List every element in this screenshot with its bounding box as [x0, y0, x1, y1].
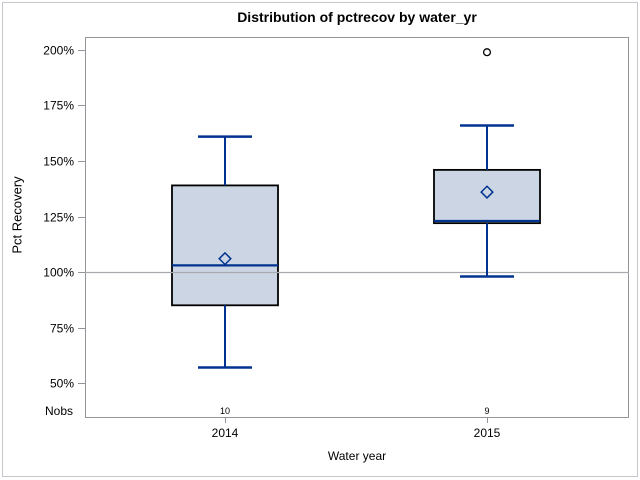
y-tick-label: 200% — [43, 44, 74, 58]
box-2014 — [171, 184, 279, 307]
y-tick-label: 175% — [43, 99, 74, 113]
y-tick-label: 75% — [50, 322, 74, 336]
box-2015 — [433, 168, 541, 225]
y-tick-label: 100% — [43, 266, 74, 280]
nobs-value-2015: 9 — [484, 406, 489, 416]
x-axis-label: Water year — [327, 449, 387, 463]
nobs-row-label: Nobs — [44, 404, 73, 418]
y-tick-label: 50% — [50, 377, 74, 391]
mean-diamond-2014 — [218, 251, 232, 266]
mean-diamond-2015 — [480, 185, 494, 199]
y-tick-label: 125% — [43, 211, 74, 225]
x-tick-label-2014: 2014 — [212, 426, 239, 440]
outlier-marker-2015 — [482, 48, 492, 57]
x-tick-label-2015: 2015 — [474, 426, 501, 440]
nobs-value-2014: 10 — [220, 406, 230, 416]
plot-frame — [85, 37, 629, 418]
y-tick-label: 150% — [43, 155, 74, 169]
chart-title: Distribution of pctrecov by water_yr — [237, 9, 477, 25]
